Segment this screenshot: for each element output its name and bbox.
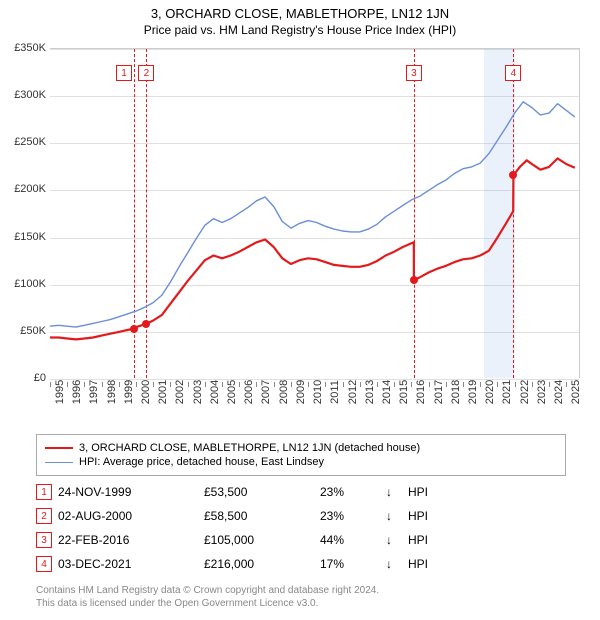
tx-marker: 1 xyxy=(36,484,52,500)
tx-price: £53,500 xyxy=(204,485,314,499)
x-tick-label: 1995 xyxy=(54,380,66,404)
y-tick-label: £300K xyxy=(0,89,46,101)
x-tick-label: 2021 xyxy=(501,380,513,404)
down-arrow-icon: ↓ xyxy=(386,533,402,547)
transaction-row: 2 02-AUG-2000 £58,500 23% ↓ HPI xyxy=(36,504,566,528)
x-tick-label: 2019 xyxy=(467,380,479,404)
tx-suffix: HPI xyxy=(408,533,428,547)
x-tick-label: 2023 xyxy=(536,380,548,404)
x-tick-label: 2018 xyxy=(450,380,462,404)
down-arrow-icon: ↓ xyxy=(386,509,402,523)
price-paid-line xyxy=(50,158,575,339)
x-tick-label: 2016 xyxy=(415,380,427,404)
tx-marker: 4 xyxy=(36,556,52,572)
footnote: Contains HM Land Registry data © Crown c… xyxy=(36,584,566,610)
y-tick-label: £150K xyxy=(0,231,46,243)
tx-marker: 3 xyxy=(36,532,52,548)
x-tick-label: 2006 xyxy=(243,380,255,404)
x-tick-label: 2022 xyxy=(519,380,531,404)
x-tick-label: 2012 xyxy=(347,380,359,404)
down-arrow-icon: ↓ xyxy=(386,485,402,499)
y-tick-label: £200K xyxy=(0,183,46,195)
x-tick-label: 2003 xyxy=(192,380,204,404)
legend-item: HPI: Average price, detached house, East… xyxy=(45,455,557,469)
transaction-row: 4 03-DEC-2021 £216,000 17% ↓ HPI xyxy=(36,552,566,576)
legend-item: 3, ORCHARD CLOSE, MABLETHORPE, LN12 1JN … xyxy=(45,441,557,455)
transaction-row: 3 22-FEB-2016 £105,000 44% ↓ HPI xyxy=(36,528,566,552)
tx-date: 22-FEB-2016 xyxy=(58,533,198,547)
tx-pct: 17% xyxy=(320,557,380,571)
down-arrow-icon: ↓ xyxy=(386,557,402,571)
legend-label: 3, ORCHARD CLOSE, MABLETHORPE, LN12 1JN … xyxy=(79,442,420,454)
x-tick-label: 2004 xyxy=(209,380,221,404)
x-tick-label: 2013 xyxy=(364,380,376,404)
x-tick-label: 2020 xyxy=(484,380,496,404)
plot-area: 1234 xyxy=(50,48,580,378)
legend-swatch-hpi xyxy=(45,462,73,463)
x-tick-label: 2025 xyxy=(570,380,582,404)
x-tick-label: 2008 xyxy=(278,380,290,404)
tx-pct: 44% xyxy=(320,533,380,547)
x-tick-label: 2014 xyxy=(381,380,393,404)
x-tick-label: 2010 xyxy=(312,380,324,404)
x-tick-label: 2005 xyxy=(226,380,238,404)
x-tick-label: 1998 xyxy=(106,380,118,404)
footnote-line: Contains HM Land Registry data © Crown c… xyxy=(36,584,566,597)
tx-date: 03-DEC-2021 xyxy=(58,557,198,571)
footnote-line: This data is licensed under the Open Gov… xyxy=(36,597,566,610)
transactions-table: 1 24-NOV-1999 £53,500 23% ↓ HPI 2 02-AUG-2000 £5… xyxy=(36,480,566,576)
legend-label: HPI: Average price, detached house, East… xyxy=(79,456,324,468)
chart-container: 3, ORCHARD CLOSE, MABLETHORPE, LN12 1JN … xyxy=(0,0,600,620)
x-axis-labels: 1995 1996 1997 1998 1999 2000 2001 2002 2003 2004… xyxy=(50,382,580,442)
x-tick-label: 2017 xyxy=(433,380,445,404)
x-tick-label: 2002 xyxy=(174,380,186,404)
tx-pct: 23% xyxy=(320,509,380,523)
x-tick-label: 2024 xyxy=(553,380,565,404)
legend-swatch-price xyxy=(45,447,73,449)
legend: 3, ORCHARD CLOSE, MABLETHORPE, LN12 1JN … xyxy=(36,434,566,476)
tx-suffix: HPI xyxy=(408,485,428,499)
chart-title: 3, ORCHARD CLOSE, MABLETHORPE, LN12 1JN xyxy=(0,0,600,21)
tx-price: £58,500 xyxy=(204,509,314,523)
tx-date: 02-AUG-2000 xyxy=(58,509,198,523)
transaction-row: 1 24-NOV-1999 £53,500 23% ↓ HPI xyxy=(36,480,566,504)
tx-price: £216,000 xyxy=(204,557,314,571)
x-tick-label: 2009 xyxy=(295,380,307,404)
x-tick-label: 2007 xyxy=(260,380,272,404)
tx-suffix: HPI xyxy=(408,509,428,523)
x-tick-label: 2001 xyxy=(157,380,169,404)
tx-marker: 2 xyxy=(36,508,52,524)
x-tick-label: 1997 xyxy=(88,380,100,404)
x-tick-label: 1996 xyxy=(71,380,83,404)
x-tick-label: 1999 xyxy=(123,380,135,404)
y-tick-label: £250K xyxy=(0,136,46,148)
tx-date: 24-NOV-1999 xyxy=(58,485,198,499)
tx-pct: 23% xyxy=(320,485,380,499)
tx-price: £105,000 xyxy=(204,533,314,547)
chart-lines xyxy=(50,49,580,379)
tx-suffix: HPI xyxy=(408,557,428,571)
hpi-line xyxy=(50,102,575,327)
x-tick-label: 2011 xyxy=(329,380,341,404)
x-tick-label: 2015 xyxy=(398,380,410,404)
y-tick-label: £350K xyxy=(0,42,46,54)
y-tick-label: £0 xyxy=(0,372,46,384)
y-tick-label: £50K xyxy=(0,325,46,337)
chart-subtitle: Price paid vs. HM Land Registry's House … xyxy=(0,21,600,37)
y-tick-label: £100K xyxy=(0,278,46,290)
x-tick-label: 2000 xyxy=(140,380,152,404)
